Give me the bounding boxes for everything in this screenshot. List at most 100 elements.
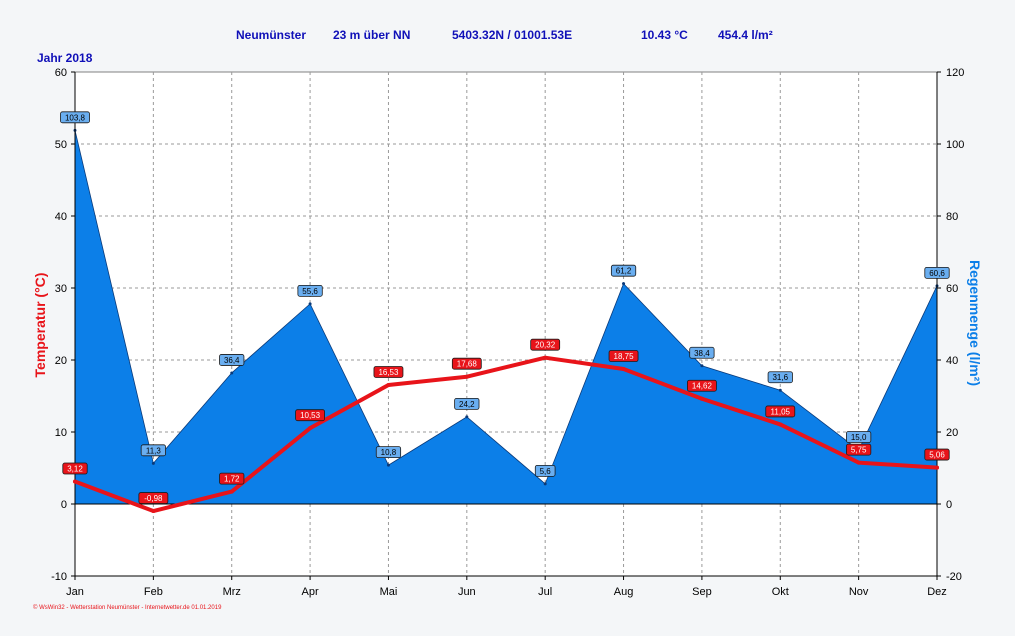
temp-value-label: 3,12 <box>62 462 88 475</box>
temp-value-label-box <box>530 338 561 351</box>
rain-value-label-box <box>534 464 556 477</box>
temperature-point <box>935 465 939 470</box>
temp-value-label-text: 16,53 <box>378 368 399 377</box>
rain-value-label-box <box>924 266 950 279</box>
rain-value-label-box <box>454 397 480 410</box>
rain-value-label-box <box>219 354 245 366</box>
rain-point <box>778 388 782 392</box>
label-layer: 103,8 11,3 36,4 55,6 10,8 24,2 5,6 61,2 38,4 31,6… <box>60 111 950 504</box>
x-tick-label: Apr <box>302 586 319 598</box>
temp-value-label-text: 5,75 <box>851 446 867 455</box>
rain-value-label: 55,6 <box>297 284 323 297</box>
rain-value-label: 10,8 <box>375 446 402 459</box>
rain-value-label-text: 11,3 <box>146 446 162 455</box>
rain-point <box>308 302 312 306</box>
temp-value-label-text: 18,75 <box>614 352 635 361</box>
temp-value-label: 10,53 <box>295 409 325 422</box>
rain-value-label: 11,3 <box>140 444 166 457</box>
temp-value-label-box <box>138 492 169 504</box>
rain-value-label-text: 31,6 <box>772 373 788 382</box>
temp-value-label: 17,68 <box>451 357 482 370</box>
rain-layer <box>73 128 939 505</box>
axis-layer: -10 0 10 20 30 40 50 60 -20 0 20 40 60 80 100 120 Jan Feb… <box>51 67 964 598</box>
rain-value-label-text: 5,6 <box>540 467 552 476</box>
temp-value-label: 11,05 <box>765 405 796 418</box>
rain-value-label: 31,6 <box>767 371 793 384</box>
temp-value-label-box <box>765 405 796 418</box>
temperature-point <box>621 367 626 371</box>
rain-value-label: 60,6 <box>924 266 950 279</box>
rain-value-label-box <box>767 371 793 384</box>
temp-value-label-text: 11,05 <box>771 407 791 416</box>
x-tick-label: Jun <box>458 586 476 598</box>
rain-value-label: 24,2 <box>454 397 480 410</box>
rain-value-label-text: 61,2 <box>616 267 632 276</box>
x-tick-label: Mrz <box>223 586 241 598</box>
rain-point <box>230 371 234 375</box>
temp-value-label-box <box>373 366 404 378</box>
temperature-point <box>229 489 234 494</box>
temp-value-label-text: 20,32 <box>535 341 556 350</box>
header-altitude: 23 m über NN <box>333 28 410 42</box>
rain-point <box>465 415 469 419</box>
rain-value-label-text: 24,2 <box>459 400 475 409</box>
temp-value-label-text: 14,62 <box>692 382 713 391</box>
x-tick-label: Dez <box>927 586 947 598</box>
y2-tick-label: 40 <box>946 355 958 367</box>
y2-tick-label: 120 <box>946 67 964 79</box>
temp-value-label: 5,06 <box>924 448 950 461</box>
temp-value-label: 16,53 <box>373 366 404 378</box>
rain-value-label-box <box>610 264 637 277</box>
rain-value-label-text: 103,8 <box>65 113 86 122</box>
temp-value-label-text: -0,98 <box>144 494 163 503</box>
y2-tick-label: 60 <box>946 283 958 295</box>
y-axis-title: Temperatur (°C) <box>32 273 48 378</box>
rain-value-label-box <box>689 346 715 359</box>
x-tick-label: Jul <box>538 586 552 598</box>
x-tick-label: Okt <box>772 586 789 598</box>
y2-tick-label: 80 <box>946 211 958 223</box>
temp-value-label: 14,62 <box>687 379 717 392</box>
rain-value-label: 103,8 <box>60 111 90 124</box>
y-tick-label: -10 <box>51 571 67 583</box>
rain-value-label: 36,4 <box>219 354 245 366</box>
rain-value-label-box <box>846 431 872 443</box>
rain-point <box>386 463 390 467</box>
temp-value-label-box <box>219 472 245 485</box>
x-tick-label: Sep <box>692 586 712 598</box>
header-station: Neumünster <box>236 28 306 42</box>
y2-tick-label: 100 <box>946 139 964 151</box>
year-label: Jahr 2018 <box>37 51 93 65</box>
y-tick-label: 40 <box>55 211 67 223</box>
rain-value-label: 38,4 <box>689 346 715 359</box>
rain-value-label: 5,6 <box>534 464 556 477</box>
x-tick-label: Aug <box>614 586 634 598</box>
temperature-point <box>73 479 77 484</box>
rain-value-label-text: 55,6 <box>302 287 318 296</box>
temperature-point <box>856 460 861 465</box>
temperature-line <box>73 355 939 514</box>
x-tick-label: Mai <box>380 586 398 598</box>
temp-value-label: 1,72 <box>219 472 245 485</box>
temp-layer <box>73 355 939 514</box>
temp-value-label-box <box>846 443 872 456</box>
temp-value-label-text: 5,06 <box>929 451 945 460</box>
y2-tick-label: -20 <box>946 571 962 583</box>
temp-value-label-text: 3,12 <box>67 465 83 474</box>
temp-value-label: 5,75 <box>846 443 872 456</box>
rain-value-label-text: 15,0 <box>851 433 867 442</box>
temperature-point <box>308 426 313 431</box>
y-tick-label: 0 <box>61 499 67 511</box>
x-tick-label: Feb <box>144 586 163 598</box>
rain-value-label-text: 36,4 <box>224 356 240 365</box>
y-tick-label: 10 <box>55 427 67 439</box>
rain-value-label: 61,2 <box>610 264 637 277</box>
rain-point <box>622 282 626 286</box>
rain-point <box>543 482 547 486</box>
temp-value-label-text: 10,53 <box>300 411 321 420</box>
header-coords: 5403.32N / 01001.53E <box>452 28 572 42</box>
rain-value-label-box <box>60 111 90 124</box>
rain-point <box>700 364 704 368</box>
